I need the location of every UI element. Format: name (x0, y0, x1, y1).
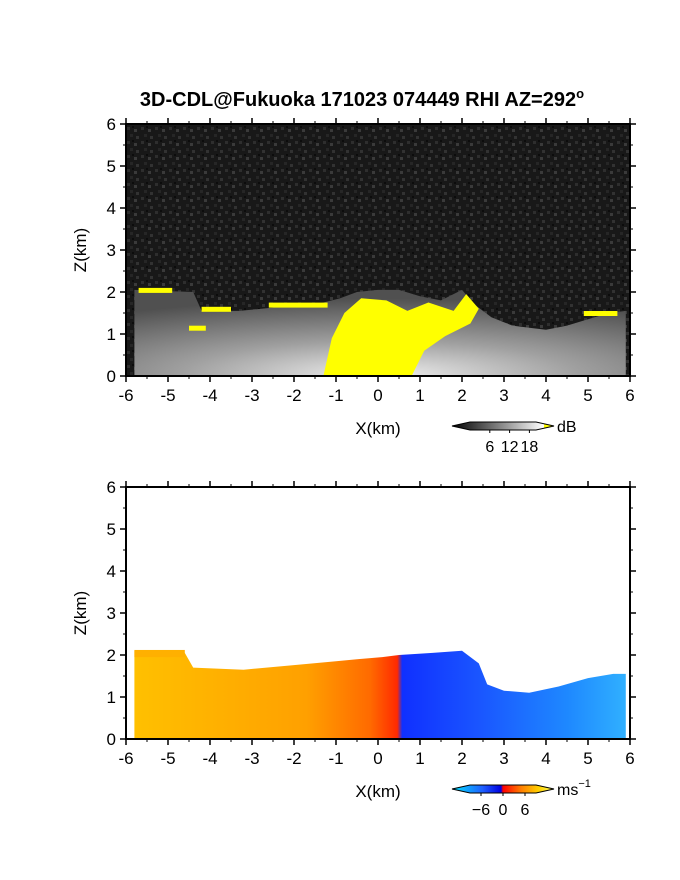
intensity-colorbar: 6 12 18 dB (451, 419, 577, 456)
intensity-colorbar-ticks: 6 12 18 (485, 430, 538, 456)
x-tick-label: 4 (541, 749, 550, 768)
y-tick-label: 1 (107, 325, 116, 344)
colorbar-tick-label: 6 (521, 802, 530, 819)
intensity-echo-top-fringe (268, 302, 328, 308)
intensity-echo-top-fringe (583, 311, 618, 316)
y-tick-label: 3 (107, 604, 116, 623)
colorbar-tick-label: −6 (472, 802, 490, 819)
title-degree-mark: o (576, 86, 584, 101)
x-tick-label: 5 (583, 749, 592, 768)
x-tick-label: -2 (286, 749, 301, 768)
intensity-echo-top-fringe (138, 287, 173, 293)
colorbar-tick-label: 6 (485, 439, 494, 456)
x-tick-label: -6 (118, 749, 133, 768)
x-tick-label: 4 (541, 386, 550, 405)
y-tick-label: 4 (107, 199, 116, 218)
y-tick-label: 0 (107, 367, 116, 386)
y-tick-label: 5 (107, 520, 116, 539)
velocity-colorbar-unit: ms−1 (557, 778, 591, 799)
x-tick-label: -4 (202, 749, 217, 768)
y-tick-label: 5 (107, 157, 116, 176)
x-tick-label: -3 (244, 386, 259, 405)
velocity-colorbar-unit-exponent: −1 (578, 778, 591, 790)
intensity-echo-top-fringe (189, 325, 206, 331)
velocity-echo-region (134, 650, 626, 739)
colorbar-tick-label: 18 (521, 439, 539, 456)
velocity-colorbar: −6 0 6 ms−1 (451, 778, 591, 819)
y-tick-label: 2 (107, 283, 116, 302)
x-tick-label: 2 (457, 749, 466, 768)
x-tick-label: 0 (373, 386, 382, 405)
velocity-colorbar-ticks: −6 0 6 (472, 793, 530, 819)
velocity-axes: -6 -5 -4 -3 -2 -1 0 1 2 3 4 5 6 0 1 2 3 4 5 6 (107, 478, 636, 768)
velocity-colorbar-bar (451, 784, 555, 794)
x-tick-label: -2 (286, 386, 301, 405)
intensity-xlabel: X(km) (355, 419, 400, 438)
y-tick-label: 6 (107, 478, 116, 497)
x-tick-label: -3 (244, 749, 259, 768)
y-tick-label: 3 (107, 241, 116, 260)
intensity-colorbar-unit: dB (557, 419, 577, 436)
y-tick-label: 4 (107, 562, 116, 581)
x-tick-label: 3 (499, 386, 508, 405)
velocity-xlabel: X(km) (355, 782, 400, 801)
x-tick-label: 6 (625, 749, 634, 768)
x-tick-label: 1 (415, 749, 424, 768)
intensity-high-signal-core (323, 294, 479, 376)
x-tick-label: -6 (118, 386, 133, 405)
intensity-colorbar-bar (451, 421, 555, 431)
colorbar-tick-label: 12 (501, 439, 519, 456)
intensity-echo-field (134, 287, 626, 376)
intensity-axes: -6 -5 -4 -3 -2 -1 0 1 2 3 4 5 6 0 1 2 3 4 5 6 (107, 115, 636, 405)
y-tick-label: 0 (107, 730, 116, 749)
y-tick-label: 6 (107, 115, 116, 134)
x-tick-label: 0 (373, 749, 382, 768)
x-tick-label: 3 (499, 749, 508, 768)
figure-title: 3D-CDL@Fukuoka 171023 074449 RHI AZ=292o (140, 86, 584, 111)
x-tick-label: -4 (202, 386, 217, 405)
x-tick-label: -1 (328, 749, 343, 768)
colorbar-tick-label: 0 (499, 802, 508, 819)
x-tick-label: -1 (328, 386, 343, 405)
x-tick-label: 5 (583, 386, 592, 405)
y-tick-label: 2 (107, 646, 116, 665)
x-tick-label: 1 (415, 386, 424, 405)
x-tick-label: -5 (160, 749, 175, 768)
x-tick-label: -5 (160, 386, 175, 405)
velocity-elevated-layer (134, 649, 185, 658)
x-tick-label: 6 (625, 386, 634, 405)
intensity-ylabel: Z(km) (71, 228, 90, 272)
intensity-echo-top-fringe (201, 306, 231, 312)
x-tick-label: 2 (457, 386, 466, 405)
velocity-ylabel: Z(km) (71, 591, 90, 635)
y-tick-label: 1 (107, 688, 116, 707)
velocity-echo-field (134, 649, 626, 739)
